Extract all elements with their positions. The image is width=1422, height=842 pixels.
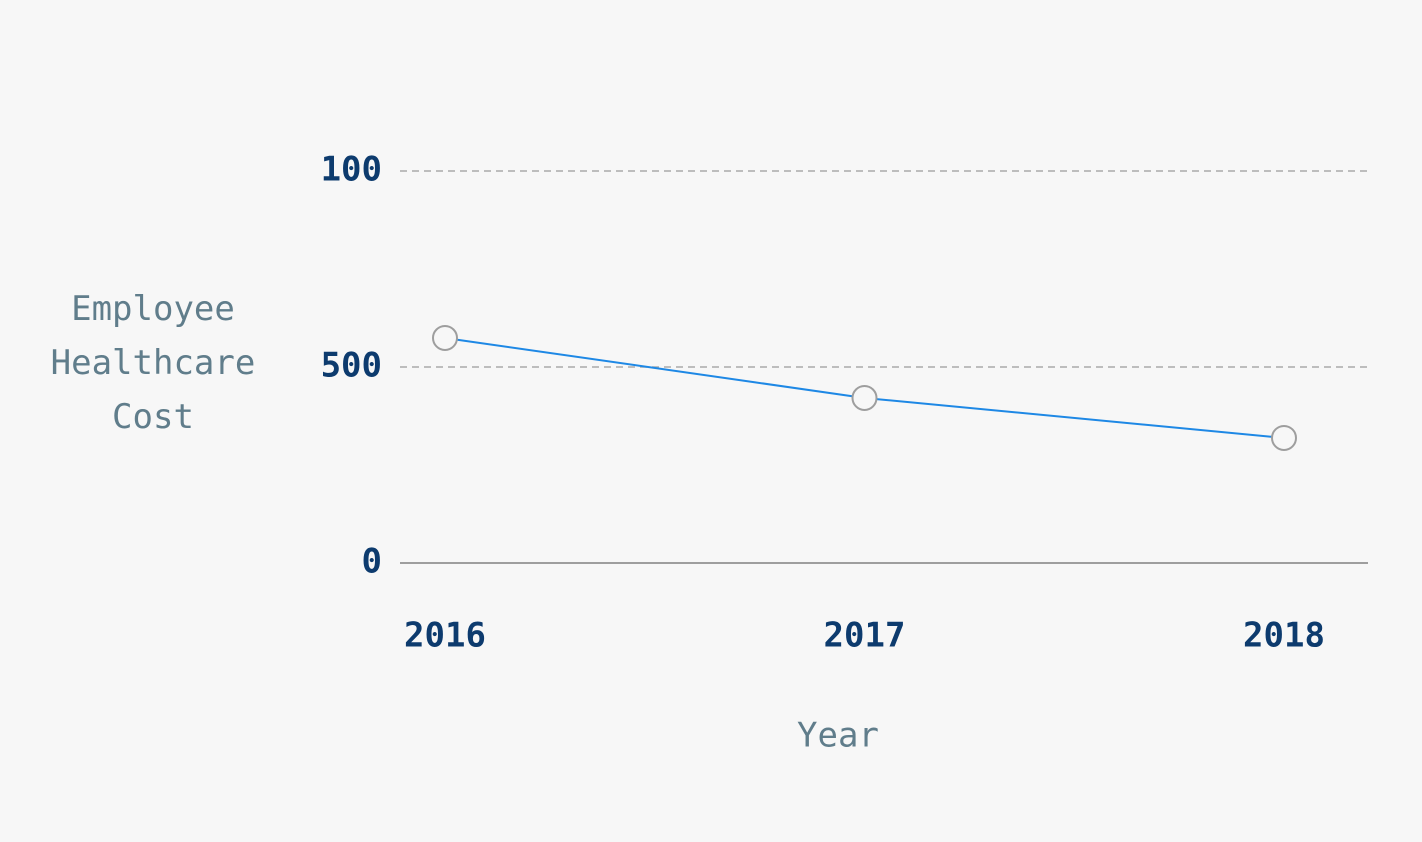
point bbox=[1271, 424, 1297, 451]
y-tick-label: 0 bbox=[362, 542, 382, 582]
x-tick-label: 2016 bbox=[404, 616, 486, 656]
point bbox=[432, 324, 458, 351]
x-axis-title: Year bbox=[797, 716, 879, 756]
point bbox=[851, 384, 878, 411]
y-tick-label: 500 bbox=[321, 346, 382, 386]
y-tick-label: 100 bbox=[321, 150, 382, 190]
x-tick-label: 2017 bbox=[824, 616, 906, 656]
x-tick-label: 2018 bbox=[1243, 616, 1325, 656]
y-axis-title: Employee Healthcare Cost bbox=[50, 289, 256, 437]
